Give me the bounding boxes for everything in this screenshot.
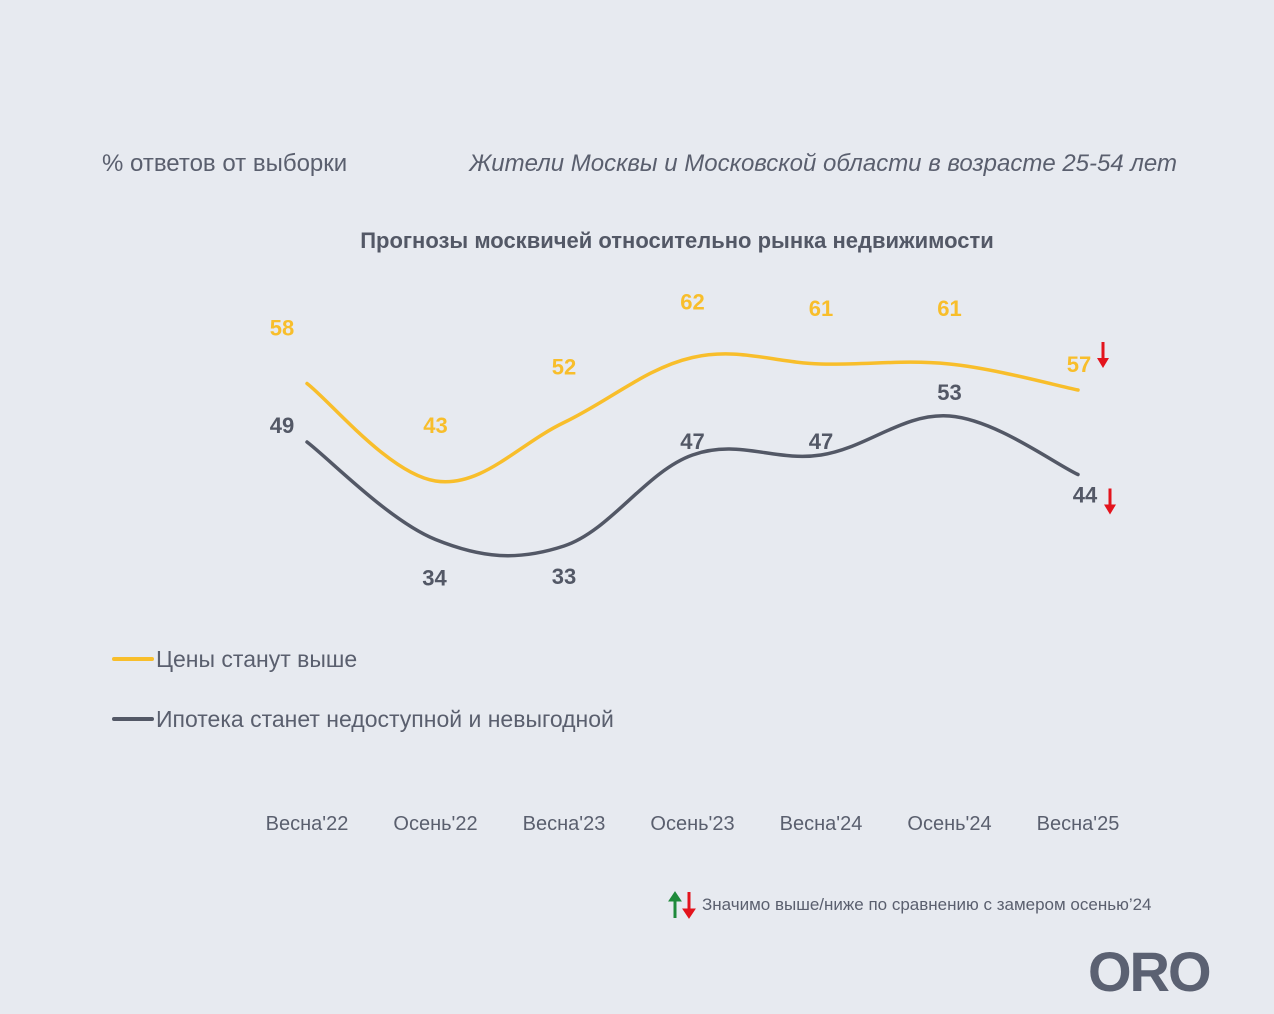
significance-down-icon: [1097, 342, 1109, 368]
sample-note: % ответов от выборки: [102, 150, 348, 177]
series-line-mortgage: [305, 414, 1080, 558]
significance-note: Значимо выше/ниже по сравнению с замером…: [666, 890, 1152, 920]
data-label: 61: [937, 296, 961, 321]
arrow-head: [1097, 358, 1109, 368]
data-label: 57: [1067, 352, 1091, 377]
x-tick-label: Весна'24: [780, 813, 863, 835]
significance-note-text: Значимо выше/ниже по сравнению с замером…: [702, 895, 1152, 914]
x-tick-label: Весна'25: [1037, 813, 1120, 835]
x-tick-label: Осень'23: [650, 813, 734, 835]
x-tick-label: Осень'22: [393, 813, 477, 835]
data-label: 44: [1073, 483, 1098, 508]
legend-item-mortgage: Ипотека станет недоступной и невыгодной: [112, 704, 614, 734]
significance-down-icon: [1104, 488, 1116, 515]
x-tick-label: Весна'22: [266, 813, 349, 835]
legend-item-prices: Цены станут выше: [112, 644, 357, 674]
chart-title: Прогнозы москвичей относительно рынка не…: [360, 228, 994, 253]
data-label: 47: [809, 429, 833, 454]
data-label: 33: [552, 564, 576, 589]
legend-label-prices: Цены станут выше: [156, 645, 358, 672]
series-line-prices: [305, 352, 1080, 484]
data-label: 52: [552, 355, 576, 380]
legend-swatch-mortgage: [112, 717, 154, 721]
data-label: 61: [809, 296, 833, 321]
data-label: 43: [423, 413, 447, 438]
data-label: 49: [270, 413, 294, 438]
legend-label-mortgage: Ипотека станет недоступной и невыгодной: [156, 705, 614, 732]
data-label: 58: [270, 316, 294, 341]
population-note: Жители Москвы и Московской области в воз…: [469, 150, 1177, 177]
x-tick-label: Весна'23: [523, 813, 606, 835]
oro-logo: ORO: [1088, 940, 1212, 1003]
data-label: 53: [937, 380, 961, 405]
x-tick-label: Осень'24: [907, 813, 991, 835]
data-label: 62: [680, 290, 704, 315]
legend-swatch-prices: [112, 657, 154, 661]
data-label: 47: [680, 429, 704, 454]
up-down-arrows-icon: [668, 891, 696, 919]
arrow-head: [1104, 504, 1116, 515]
data-label: 34: [422, 566, 447, 591]
